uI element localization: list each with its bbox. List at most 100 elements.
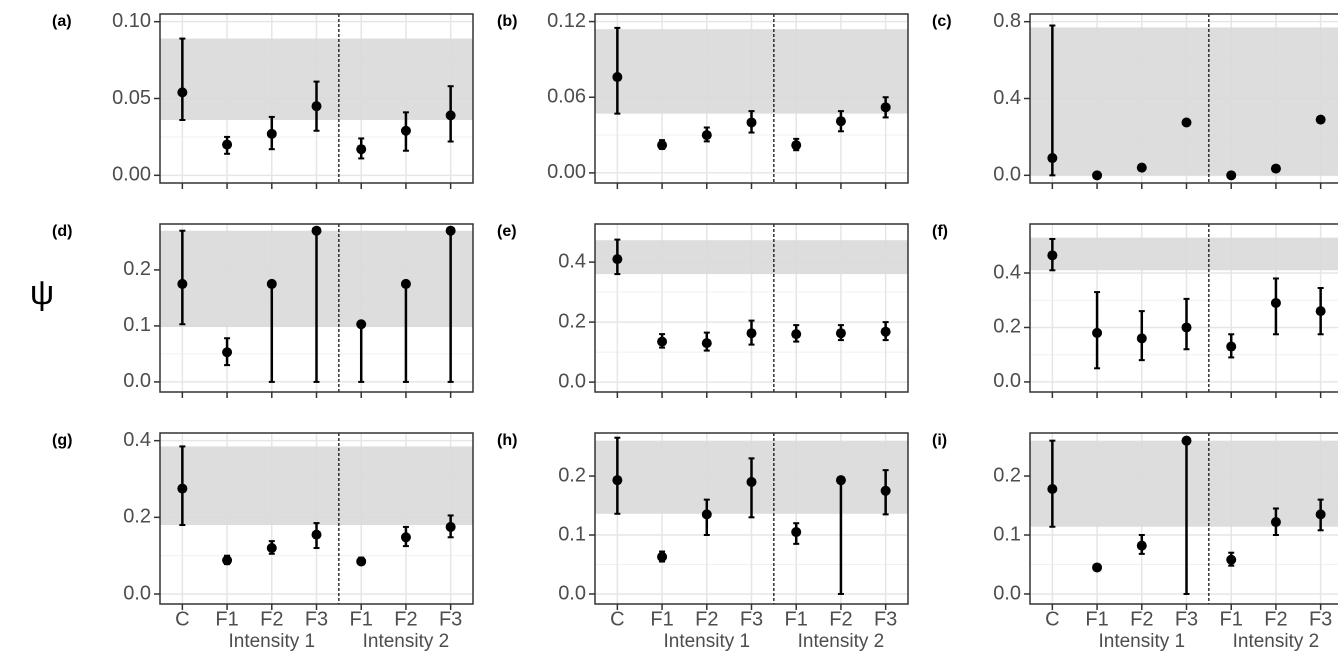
panel-label: (i): [932, 432, 947, 449]
x-tick-label: F3: [874, 608, 897, 630]
point: [222, 347, 233, 358]
point: [1047, 250, 1058, 261]
point: [612, 254, 623, 265]
y-tick-label: 0.12: [547, 10, 586, 32]
point: [1092, 327, 1103, 338]
point: [657, 551, 668, 562]
y-tick-label: 0.4: [993, 87, 1021, 109]
x-tick-label: F3: [1175, 608, 1198, 630]
y-tick-label: 0.10: [112, 10, 151, 32]
point: [746, 328, 757, 339]
panel-label: (b): [497, 13, 517, 30]
point: [791, 527, 802, 538]
point: [400, 125, 411, 136]
panel: (b) 0.00 0.06 0.12: [497, 10, 909, 189]
point: [1047, 484, 1058, 495]
point: [1181, 435, 1192, 446]
point: [701, 130, 712, 141]
point: [1226, 554, 1237, 565]
x-tick-label: C: [610, 608, 624, 630]
control-band: [1030, 237, 1338, 271]
control-band: [160, 446, 473, 526]
x-tick-label: C: [1045, 608, 1059, 630]
panel-border: [594, 13, 909, 184]
point: [880, 326, 891, 337]
point: [1315, 306, 1326, 317]
panel-border: [594, 432, 909, 605]
point: [835, 475, 846, 486]
panel-border: [1029, 223, 1338, 393]
panel-label: (e): [497, 223, 517, 240]
y-tick-label: 0.00: [547, 161, 586, 183]
point: [266, 543, 277, 554]
panel: (e) 0.0 0.2 0.4: [497, 223, 909, 398]
group-label: Intensity 2: [798, 631, 885, 652]
point: [612, 72, 623, 83]
x-tick-label: F3: [305, 608, 328, 630]
panel-label: (g): [52, 432, 72, 449]
y-tick-label: 0.0: [993, 582, 1021, 604]
y-tick-label: 0.0: [993, 164, 1021, 186]
y-tick-label: 0.0: [123, 582, 151, 604]
x-tick-label: F2: [1130, 608, 1153, 630]
point: [880, 485, 891, 496]
point: [1092, 170, 1103, 181]
point: [1270, 517, 1281, 528]
control-band: [595, 240, 908, 275]
panel: (d) 0.0 0.1 0.2: [52, 223, 474, 398]
x-tick-label: F2: [695, 608, 718, 630]
point: [835, 328, 846, 339]
point: [445, 521, 456, 532]
point: [835, 116, 846, 127]
y-tick-label: 0.1: [558, 523, 586, 545]
panel-label: (h): [497, 432, 517, 449]
y-tick-label: 0.4: [993, 261, 1021, 283]
x-tick-label: F1: [215, 608, 238, 630]
point: [612, 475, 623, 486]
point: [1226, 341, 1237, 352]
panel-border: [594, 223, 909, 393]
point: [400, 532, 411, 543]
x-tick-label: F2: [829, 608, 852, 630]
y-tick-label: 0.0: [558, 370, 586, 392]
point: [657, 140, 668, 151]
point: [222, 555, 233, 566]
point: [1270, 163, 1281, 174]
panel-label: (c): [932, 13, 952, 30]
point: [445, 110, 456, 121]
y-tick-label: 0.1: [123, 314, 151, 336]
x-tick-label: F1: [350, 608, 373, 630]
point: [1047, 153, 1058, 164]
panel-border: [1029, 13, 1338, 184]
point: [657, 336, 668, 347]
point: [1226, 170, 1237, 181]
point: [177, 278, 188, 289]
panel-label: (a): [52, 13, 72, 30]
x-tick-label: F1: [1085, 608, 1108, 630]
group-label: Intensity 2: [363, 631, 450, 652]
y-tick-label: 0.2: [993, 464, 1021, 486]
panel-border: [1029, 432, 1338, 605]
point: [746, 117, 757, 128]
y-axis-label: ψ: [30, 274, 54, 312]
point: [880, 102, 891, 113]
x-tick-label: F2: [1264, 608, 1287, 630]
y-tick-label: 0.00: [112, 164, 151, 186]
y-tick-label: 0.0: [993, 370, 1021, 392]
point: [1092, 562, 1103, 573]
x-tick-label: F3: [439, 608, 462, 630]
y-tick-label: 0.1: [993, 523, 1021, 545]
point: [356, 319, 367, 330]
x-tick-label: F2: [394, 608, 417, 630]
point: [1136, 540, 1147, 551]
point: [266, 278, 277, 289]
panel-label: (f): [932, 223, 948, 240]
x-tick-label: F2: [260, 608, 283, 630]
point: [177, 483, 188, 494]
point: [311, 101, 322, 112]
x-tick-label: F1: [650, 608, 673, 630]
group-label: Intensity 2: [1233, 631, 1320, 652]
